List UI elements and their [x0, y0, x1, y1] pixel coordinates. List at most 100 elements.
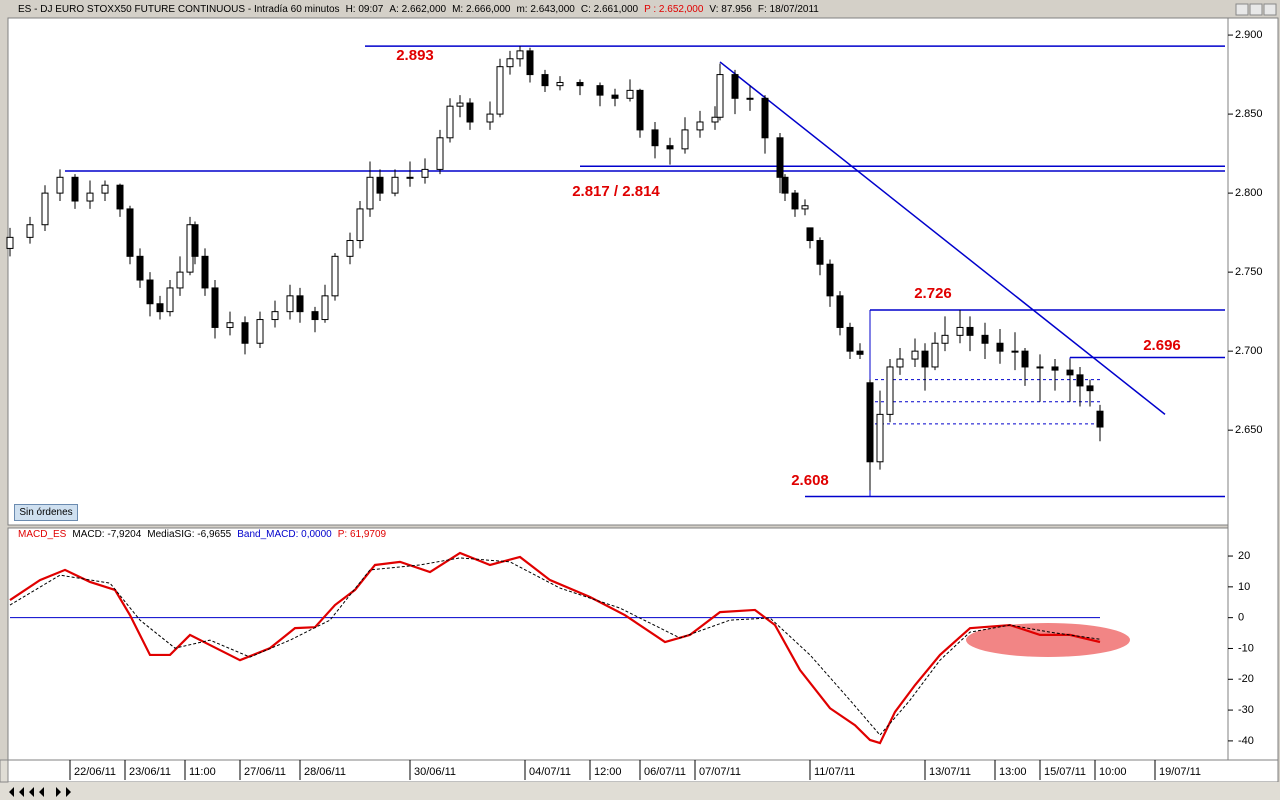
candle-body	[126, 208, 134, 257]
candle-body	[456, 102, 464, 107]
candle-body	[826, 263, 834, 297]
level-label: 2.893	[396, 47, 434, 64]
x-tick-label: 12:00	[594, 766, 622, 778]
candle-body	[256, 319, 264, 344]
y-tick-label: 2.900	[1235, 29, 1263, 41]
candle-body	[211, 287, 219, 328]
candle-body	[716, 74, 724, 118]
candle-body	[996, 342, 1004, 352]
header-item: MediaSIG: -6,9655	[147, 529, 232, 540]
price-header: ES - DJ EURO STOXX50 FUTURE CONTINUOUS -…	[18, 4, 819, 15]
x-tick-label: 11:00	[189, 766, 216, 778]
candle-body	[801, 205, 809, 210]
candle-body	[86, 192, 94, 202]
candle-body	[941, 334, 949, 344]
candle-body	[666, 145, 674, 150]
candle-body	[486, 113, 494, 123]
candle-body	[406, 176, 414, 179]
x-tick-label: 22/06/11	[74, 766, 116, 778]
header-item: C: 2.661,000	[580, 4, 639, 15]
level-label: 2.726	[914, 285, 952, 302]
candle-body	[876, 413, 884, 463]
header-item: A: 2.662,000	[389, 4, 447, 15]
y-tick-label: 2.850	[1235, 108, 1263, 120]
level-label: 2.817 / 2.814	[572, 183, 660, 200]
candle-body	[911, 350, 919, 360]
scrollbar[interactable]	[0, 782, 1280, 800]
window-button[interactable]	[1249, 3, 1263, 16]
candle-body	[791, 192, 799, 210]
candle-body	[311, 311, 319, 321]
candle-body	[856, 350, 864, 355]
x-tick-label: 23/06/11	[129, 766, 171, 778]
candle-body	[391, 176, 399, 194]
candle-body	[436, 137, 444, 170]
candle-body	[696, 121, 704, 131]
candle-body	[846, 326, 854, 352]
candle-body	[836, 295, 844, 328]
candle-body	[376, 176, 384, 194]
candle-body	[101, 184, 109, 194]
candle-body	[156, 303, 164, 313]
y-tick-label: -20	[1238, 673, 1254, 685]
candle-body	[886, 366, 894, 415]
candle-body	[1051, 366, 1059, 371]
macd-header: MACD_ES MACD: -7,9204 MediaSIG: -6,9655 Ban…	[18, 529, 386, 540]
candle-body	[681, 129, 689, 150]
header-item: P : 2.652,000	[644, 4, 704, 15]
candle-body	[781, 176, 789, 194]
y-tick-label: 2.800	[1235, 187, 1263, 199]
y-tick-label: 2.700	[1235, 345, 1263, 357]
x-tick-label: 13/07/11	[929, 766, 971, 778]
candle-body	[366, 176, 374, 210]
candle-body	[556, 81, 564, 87]
candle-body	[1076, 374, 1084, 387]
candle-body	[746, 97, 754, 100]
header-item: P: 61,9709	[337, 529, 387, 540]
x-tick-label: 27/06/11	[244, 766, 286, 778]
candle-body	[596, 85, 604, 96]
level-label: 2.696	[1143, 337, 1181, 354]
orders-button[interactable]: Sin órdenes	[14, 504, 78, 521]
candle-body	[116, 184, 124, 210]
x-tick-label: 19/07/11	[1159, 766, 1201, 778]
candle-body	[191, 224, 199, 257]
macd-line	[9, 557, 1101, 736]
y-tick-label: 20	[1238, 550, 1250, 562]
candle-body	[611, 94, 619, 99]
window-button[interactable]	[1235, 3, 1249, 16]
candle-body	[71, 176, 79, 202]
x-tick-label: 11/07/11	[814, 766, 855, 778]
header-item: H: 09:07	[345, 4, 384, 15]
candle-body	[931, 342, 939, 368]
price-panel	[7, 17, 1229, 526]
candle-body	[331, 255, 339, 297]
y-tick-label: -40	[1238, 735, 1254, 747]
candle-body	[1096, 410, 1104, 428]
candle-body	[421, 168, 429, 178]
candle-body	[6, 236, 14, 249]
candle-body	[176, 271, 184, 289]
header-item: m: 2.643,000	[516, 4, 575, 15]
candle-body	[56, 176, 64, 194]
scroll-arrows[interactable]	[9, 787, 71, 797]
candle-body	[576, 81, 584, 87]
header-item: M: 2.666,000	[452, 4, 511, 15]
x-tick-label: 04/07/11	[529, 766, 571, 778]
x-tick-label: 13:00	[999, 766, 1027, 778]
candle-body	[776, 137, 784, 178]
candle-body	[1011, 350, 1019, 353]
candle-body	[241, 322, 249, 344]
candle-body	[136, 255, 144, 281]
candle-body	[41, 192, 49, 226]
candle-body	[921, 350, 929, 368]
window-button[interactable]	[1263, 3, 1277, 16]
candle-body	[816, 240, 824, 265]
macd-line	[9, 551, 1101, 745]
x-tick-label: 07/07/11	[699, 766, 741, 778]
header-item: Band_MACD: 0,0000	[237, 529, 332, 540]
scroll-left[interactable]	[0, 759, 9, 783]
candle-body	[516, 50, 524, 60]
